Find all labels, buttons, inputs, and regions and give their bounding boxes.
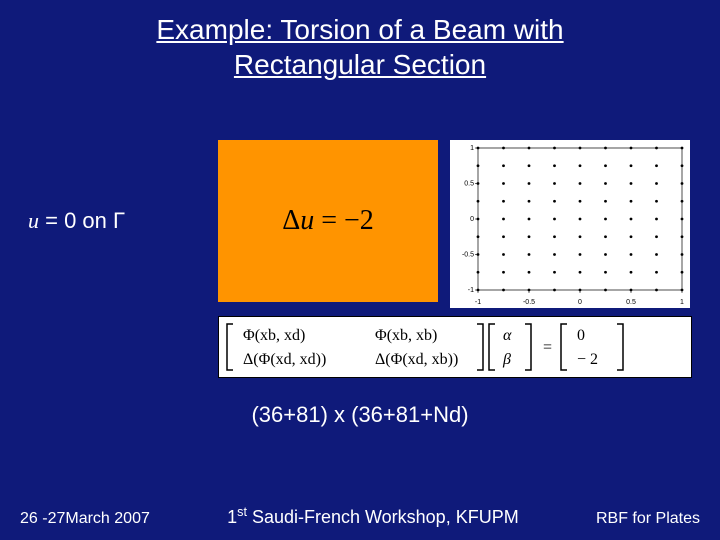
svg-text:1: 1 bbox=[470, 145, 474, 152]
matrix-v1: α bbox=[503, 327, 512, 344]
matrix-m21: Δ(Φ(xd, xd)) bbox=[243, 351, 326, 368]
footer-center: 1st Saudi-French Workshop, KFUPM bbox=[150, 505, 596, 528]
svg-text:0: 0 bbox=[470, 216, 474, 223]
matrix-equation: Φ(xb, xd) Φ(xb, xb) Δ(Φ(xd, xd)) Δ(Φ(xd,… bbox=[218, 316, 692, 378]
bc-var: u bbox=[28, 208, 39, 233]
svg-text:-1: -1 bbox=[475, 299, 481, 306]
matrix-m22: Δ(Φ(xd, xb)) bbox=[375, 351, 458, 368]
footer: 26 -27March 2007 1st Saudi-French Worksh… bbox=[0, 505, 720, 528]
equation-box: Δu = −2 bbox=[218, 140, 438, 302]
svg-text:0.5: 0.5 bbox=[464, 181, 474, 188]
grid-plot: -1 -0.5 0 0.5 1 -1 -0.5 0 0.5 1 bbox=[450, 140, 690, 308]
svg-text:0.5: 0.5 bbox=[626, 299, 636, 306]
matrix-dimensions: (36+81) x (36+81+Nd) bbox=[0, 402, 720, 428]
matrix-r1: 0 bbox=[577, 327, 585, 344]
svg-text:1: 1 bbox=[680, 299, 684, 306]
title-line-2: Rectangular Section bbox=[234, 49, 486, 80]
footer-right: RBF for Plates bbox=[596, 510, 700, 528]
title-line-1: Example: Torsion of a Beam with bbox=[156, 14, 563, 45]
bc-eq: = 0 on Γ bbox=[39, 208, 125, 233]
footer-date: 26 -27March 2007 bbox=[20, 510, 150, 528]
svg-text:-0.5: -0.5 bbox=[523, 299, 535, 306]
matrix-r2: − 2 bbox=[577, 351, 598, 368]
svg-text:=: = bbox=[543, 339, 552, 356]
matrix-v2: β bbox=[502, 351, 511, 368]
matrix-m11: Φ(xb, xd) bbox=[243, 327, 305, 344]
svg-text:0: 0 bbox=[578, 299, 582, 306]
slide-title: Example: Torsion of a Beam with Rectangu… bbox=[0, 12, 720, 82]
boundary-condition: u = 0 on Γ bbox=[28, 208, 125, 234]
svg-text:-0.5: -0.5 bbox=[462, 252, 474, 259]
pde-equation: Δu = −2 bbox=[282, 205, 374, 237]
matrix-m12: Φ(xb, xb) bbox=[375, 327, 437, 344]
svg-text:-1: -1 bbox=[468, 287, 474, 294]
